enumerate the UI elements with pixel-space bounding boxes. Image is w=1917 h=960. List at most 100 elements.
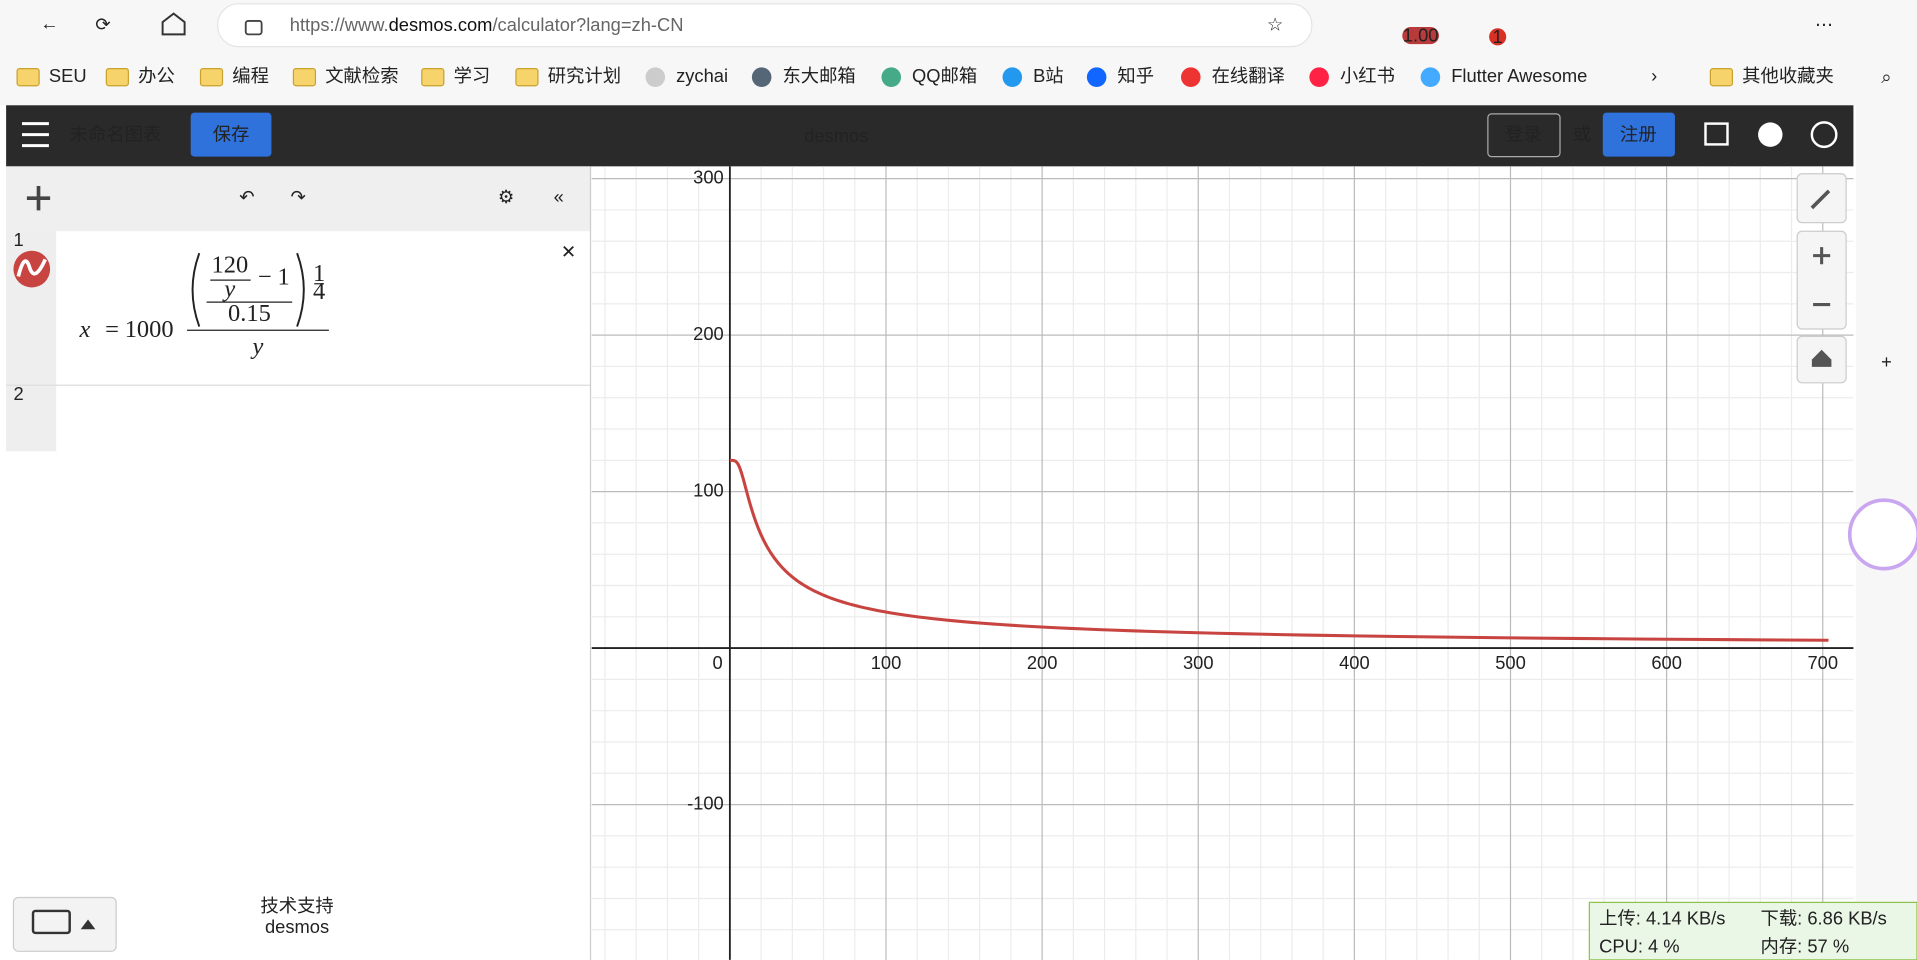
undo-button[interactable]: ↶ xyxy=(239,186,254,207)
expression: x = 1000 120 y − 1 0.15 1 4 y xyxy=(78,251,329,360)
redo-button[interactable]: ↷ xyxy=(291,186,306,207)
bookmark[interactable]: B站 xyxy=(1033,65,1064,86)
folder-icon xyxy=(16,67,40,87)
signup-button[interactable] xyxy=(1602,112,1675,157)
bookmark[interactable]: Flutter Awesome xyxy=(1451,65,1587,86)
bookmark[interactable]: 研究计划 xyxy=(548,65,621,86)
zoom-badge xyxy=(1402,27,1439,45)
site-icon xyxy=(1309,67,1329,87)
or-label: 或 xyxy=(1573,124,1591,145)
x-tick-label: 200 xyxy=(1027,652,1058,673)
math-eq: = xyxy=(105,316,119,343)
search-button[interactable]: ⌕ xyxy=(1881,66,1891,87)
netspeed-memory: 内存: 57 % xyxy=(1761,935,1850,956)
login-button[interactable] xyxy=(1487,113,1561,158)
folder-icon xyxy=(292,67,317,87)
share-button[interactable] xyxy=(1704,122,1729,146)
folder-icon xyxy=(421,67,445,87)
math-lhs: x xyxy=(78,316,90,343)
x-tick-label: 600 xyxy=(1651,652,1682,673)
bookmark[interactable]: 学习 xyxy=(454,65,491,86)
assistant-button[interactable] xyxy=(1847,498,1917,571)
bookmark[interactable]: zychai xyxy=(676,65,728,86)
back-button[interactable]: ← xyxy=(40,12,58,33)
site-icon xyxy=(1002,67,1023,87)
panel-toolbar xyxy=(6,166,591,232)
address-bar[interactable] xyxy=(217,3,1313,48)
bookmark[interactable]: SEU xyxy=(49,65,87,86)
swatch-icon xyxy=(16,258,47,277)
sidebar-add[interactable]: + xyxy=(1881,351,1892,372)
site-icon xyxy=(1181,67,1201,87)
y-tick-label: 300 xyxy=(693,166,724,187)
ext-badge xyxy=(1489,28,1507,46)
y-tick-label: 200 xyxy=(693,323,724,344)
bookmark[interactable]: 东大邮箱 xyxy=(782,65,855,86)
help-button[interactable] xyxy=(1758,122,1783,147)
site-icon xyxy=(1420,67,1441,87)
keyboard-button[interactable] xyxy=(12,896,117,952)
graph-title[interactable]: 未命名图表 xyxy=(70,124,162,145)
login-label: 登录 xyxy=(1505,124,1542,145)
site-icon xyxy=(645,67,666,87)
bookmarks-more[interactable]: › xyxy=(1651,65,1657,86)
x-tick-label: 700 xyxy=(1807,652,1838,673)
graph-controls xyxy=(1796,173,1847,384)
bookmark-other[interactable]: 其他收藏夹 xyxy=(1742,65,1834,86)
logo: desmos xyxy=(804,125,868,146)
home-button[interactable] xyxy=(161,12,186,36)
keyboard-arrow xyxy=(80,919,96,930)
bookmark[interactable]: QQ邮箱 xyxy=(912,65,977,86)
row-index: 2 xyxy=(13,383,23,404)
site-icon xyxy=(751,67,772,87)
reload-button[interactable]: ⟳ xyxy=(95,14,110,35)
home-icon xyxy=(1811,349,1832,367)
favorite-button[interactable]: ☆ xyxy=(1267,14,1283,35)
collapse-button[interactable]: « xyxy=(554,186,564,207)
bookmark[interactable]: 在线翻译 xyxy=(1212,65,1285,86)
add-button[interactable] xyxy=(26,185,51,211)
language-button[interactable] xyxy=(1810,121,1838,149)
save-button[interactable] xyxy=(190,112,272,157)
graph-bg xyxy=(591,166,1854,960)
url: https://www.desmos.com/calculator?lang=z… xyxy=(290,14,684,35)
url-domain: desmos.com xyxy=(389,14,493,35)
row-index: 1 xyxy=(13,229,23,250)
hamburger[interactable] xyxy=(22,122,49,148)
bookmark[interactable]: 办公 xyxy=(138,65,175,86)
zoom-buttons[interactable] xyxy=(1796,230,1847,330)
zoom-icons xyxy=(1813,247,1831,307)
x-tick-label: 0 xyxy=(713,652,723,673)
x-tick-label: 500 xyxy=(1495,652,1526,673)
menu-button[interactable]: ⋯ xyxy=(1815,14,1833,35)
math-minus: − xyxy=(258,263,272,290)
signup-label: 注册 xyxy=(1620,124,1657,145)
bookmark[interactable]: 知乎 xyxy=(1117,65,1154,86)
math-b: 1 xyxy=(278,263,290,290)
y-tick-label: 100 xyxy=(693,479,724,500)
zoom-label: 1.00 xyxy=(1403,25,1439,46)
math-var: y xyxy=(221,276,235,303)
save-label: 保存 xyxy=(213,124,250,145)
x-tick-label: 100 xyxy=(871,652,902,673)
x-tick-label: 300 xyxy=(1183,652,1214,673)
bookmark[interactable]: 小红书 xyxy=(1340,65,1395,86)
math-p: 1 xyxy=(313,260,325,287)
y-tick-label: -100 xyxy=(687,792,724,813)
bookmark[interactable]: 编程 xyxy=(232,65,269,86)
powered-logo: desmos xyxy=(265,916,329,937)
settings-button[interactable]: ⚙ xyxy=(498,186,514,207)
math-a: 120 xyxy=(212,251,249,278)
graph-paper: 0 100 200 300 400 500 600 700 300 200 100 -100 xyxy=(591,166,1854,960)
netspeed-widget xyxy=(1588,901,1917,960)
curve xyxy=(729,458,1829,642)
x-tick-label: 400 xyxy=(1339,652,1370,673)
bookmark[interactable]: 文献检索 xyxy=(325,65,398,86)
folder-icon xyxy=(199,67,224,87)
delete-button[interactable]: ✕ xyxy=(561,241,576,262)
lock-icon xyxy=(244,20,263,36)
parens xyxy=(191,252,305,327)
powered-by: 技术支持 xyxy=(260,895,333,916)
